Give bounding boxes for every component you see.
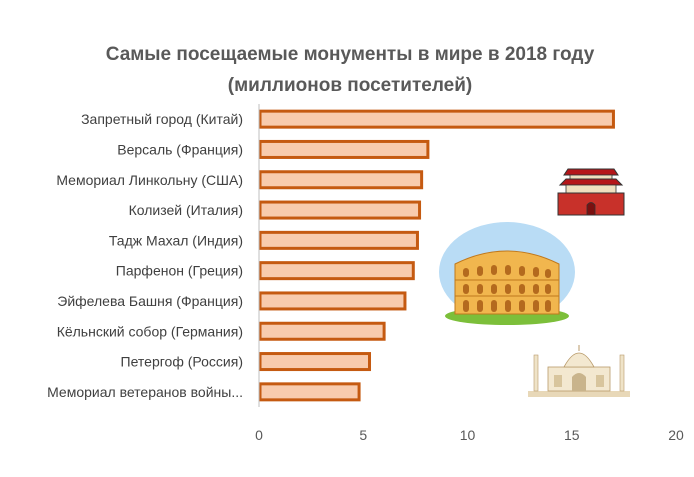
bar	[258, 261, 415, 281]
category-label: Мемориал Линкольну (США)	[56, 172, 243, 188]
category-label: Эйфелева Башня (Франция)	[57, 293, 243, 309]
bar	[258, 321, 386, 341]
bar	[258, 200, 422, 220]
x-tick-label: 10	[460, 427, 476, 443]
category-label: Запретный город (Китай)	[81, 111, 243, 127]
x-tick-label: 5	[359, 427, 367, 443]
bars-group	[258, 109, 615, 402]
colosseum-icon	[439, 222, 575, 325]
chart-subtitle: (миллионов посетителей)	[228, 75, 473, 96]
category-label: Колизей (Италия)	[129, 202, 243, 218]
category-label: Парфенон (Греция)	[116, 263, 243, 279]
bar	[258, 230, 419, 250]
category-label: Петергоф (Россия)	[121, 354, 243, 370]
chart-title: Самые посещаемые монументы в мире в 2018…	[106, 44, 595, 65]
bar	[258, 170, 424, 190]
bar	[258, 352, 372, 372]
bar	[258, 109, 615, 129]
bar	[258, 382, 361, 402]
taj-mahal-icon	[528, 345, 630, 397]
x-tick-label: 20	[668, 427, 684, 443]
category-label: Версаль (Франция)	[117, 141, 243, 157]
bar	[258, 139, 430, 159]
category-label: Кёльнский собор (Германия)	[57, 323, 243, 339]
category-label: Тадж Махал (Индия)	[109, 232, 243, 248]
forbidden-city-icon	[557, 168, 625, 216]
x-tick-label: 0	[255, 427, 263, 443]
x-tick-label: 15	[564, 427, 580, 443]
category-labels: Запретный город (Китай) Версаль (Франция)…	[47, 111, 243, 400]
bar	[258, 291, 407, 311]
category-label: Мемориал ветеранов войны...	[47, 384, 243, 400]
x-axis-ticks: 0 5 10 15 20	[255, 427, 684, 443]
